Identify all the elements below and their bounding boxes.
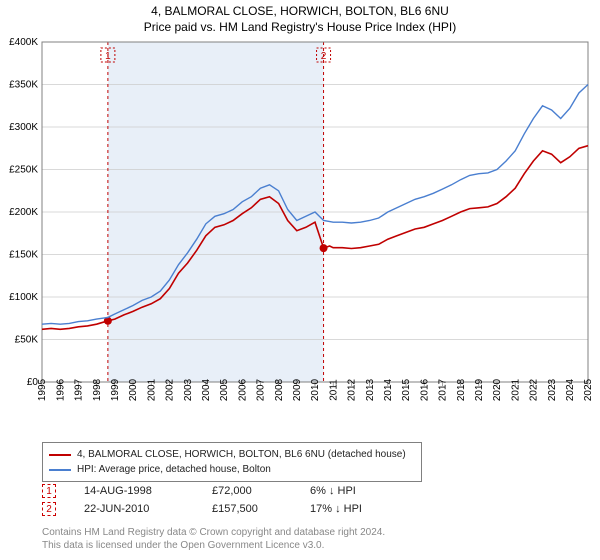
svg-text:2002: 2002 bbox=[165, 378, 176, 401]
svg-text:1998: 1998 bbox=[92, 378, 103, 401]
title-line-1: 4, BALMORAL CLOSE, HORWICH, BOLTON, BL6 … bbox=[0, 4, 600, 18]
chart-container: 4, BALMORAL CLOSE, HORWICH, BOLTON, BL6 … bbox=[0, 0, 600, 560]
event-price: £72,000 bbox=[212, 485, 282, 497]
svg-text:2006: 2006 bbox=[237, 378, 248, 401]
event-diff: 17% ↓ HPI bbox=[310, 503, 390, 515]
event-marker-icon: 1 bbox=[42, 484, 56, 498]
svg-text:£350K: £350K bbox=[9, 80, 38, 91]
svg-text:£300K: £300K bbox=[9, 122, 38, 133]
event-table: 1 14-AUG-1998 £72,000 6% ↓ HPI 2 22-JUN-… bbox=[42, 484, 390, 520]
legend-label: HPI: Average price, detached house, Bolt… bbox=[77, 462, 271, 477]
svg-text:2012: 2012 bbox=[347, 378, 358, 401]
svg-text:2010: 2010 bbox=[310, 378, 321, 401]
svg-text:2000: 2000 bbox=[128, 378, 139, 401]
event-date: 14-AUG-1998 bbox=[84, 485, 184, 497]
svg-text:2008: 2008 bbox=[274, 378, 285, 401]
svg-text:2: 2 bbox=[321, 51, 327, 62]
event-date: 22-JUN-2010 bbox=[84, 503, 184, 515]
svg-text:2017: 2017 bbox=[438, 378, 449, 401]
svg-text:£400K: £400K bbox=[9, 37, 38, 48]
svg-text:2014: 2014 bbox=[383, 378, 394, 401]
event-price: £157,500 bbox=[212, 503, 282, 515]
svg-text:£250K: £250K bbox=[9, 165, 38, 176]
legend-item: HPI: Average price, detached house, Bolt… bbox=[49, 462, 415, 477]
svg-text:2022: 2022 bbox=[529, 378, 540, 401]
chart-area: 12£0£50K£100K£150K£200K£250K£300K£350K£4… bbox=[42, 42, 588, 410]
svg-text:2007: 2007 bbox=[256, 378, 267, 401]
svg-text:1996: 1996 bbox=[55, 378, 66, 401]
svg-text:£200K: £200K bbox=[9, 207, 38, 218]
legend: 4, BALMORAL CLOSE, HORWICH, BOLTON, BL6 … bbox=[42, 442, 422, 482]
legend-swatch bbox=[49, 454, 71, 456]
svg-text:2009: 2009 bbox=[292, 378, 303, 401]
event-row: 1 14-AUG-1998 £72,000 6% ↓ HPI bbox=[42, 484, 390, 498]
svg-text:2018: 2018 bbox=[456, 378, 467, 401]
svg-text:2004: 2004 bbox=[201, 378, 212, 401]
svg-text:1997: 1997 bbox=[74, 378, 85, 401]
svg-text:£50K: £50K bbox=[15, 335, 39, 346]
event-row: 2 22-JUN-2010 £157,500 17% ↓ HPI bbox=[42, 502, 390, 516]
line-chart: 12£0£50K£100K£150K£200K£250K£300K£350K£4… bbox=[42, 42, 588, 410]
legend-label: 4, BALMORAL CLOSE, HORWICH, BOLTON, BL6 … bbox=[77, 447, 406, 462]
svg-text:2019: 2019 bbox=[474, 378, 485, 401]
svg-text:2001: 2001 bbox=[146, 378, 157, 401]
svg-text:2016: 2016 bbox=[419, 378, 430, 401]
svg-text:2021: 2021 bbox=[510, 378, 521, 401]
title-line-2: Price paid vs. HM Land Registry's House … bbox=[0, 20, 600, 34]
svg-text:2003: 2003 bbox=[183, 378, 194, 401]
svg-text:2011: 2011 bbox=[328, 379, 339, 401]
svg-text:2024: 2024 bbox=[565, 378, 576, 401]
svg-text:£150K: £150K bbox=[9, 250, 38, 261]
svg-text:2020: 2020 bbox=[492, 378, 503, 401]
legend-item: 4, BALMORAL CLOSE, HORWICH, BOLTON, BL6 … bbox=[49, 447, 415, 462]
footer-line-1: Contains HM Land Registry data © Crown c… bbox=[42, 526, 385, 539]
svg-text:2023: 2023 bbox=[547, 378, 558, 401]
svg-text:2013: 2013 bbox=[365, 378, 376, 401]
event-diff: 6% ↓ HPI bbox=[310, 485, 390, 497]
footer-line-2: This data is licensed under the Open Gov… bbox=[42, 539, 385, 552]
svg-text:1995: 1995 bbox=[37, 378, 48, 401]
title-block: 4, BALMORAL CLOSE, HORWICH, BOLTON, BL6 … bbox=[0, 0, 600, 34]
svg-text:£100K: £100K bbox=[9, 292, 38, 303]
svg-text:2005: 2005 bbox=[219, 378, 230, 401]
svg-text:1: 1 bbox=[105, 51, 111, 62]
svg-text:1999: 1999 bbox=[110, 378, 121, 401]
svg-text:2015: 2015 bbox=[401, 378, 412, 401]
legend-swatch bbox=[49, 469, 71, 471]
footer: Contains HM Land Registry data © Crown c… bbox=[42, 526, 385, 552]
svg-text:2025: 2025 bbox=[583, 378, 594, 401]
event-marker-icon: 2 bbox=[42, 502, 56, 516]
